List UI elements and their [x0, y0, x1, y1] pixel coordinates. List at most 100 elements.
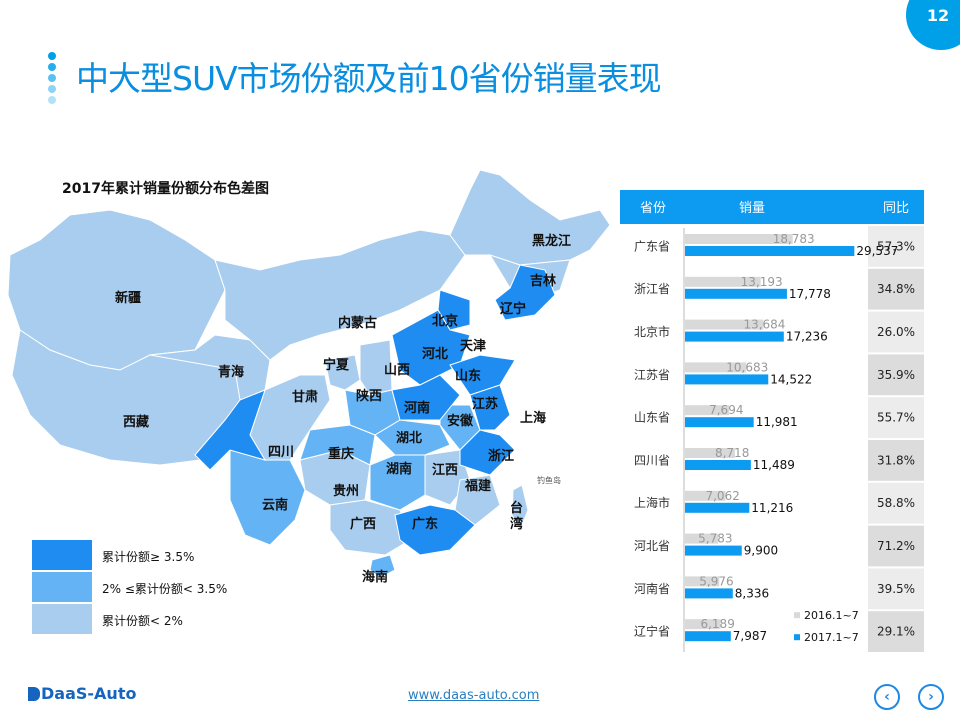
yoy-cell	[868, 226, 924, 267]
province-label: 辽宁	[500, 301, 526, 317]
bar-2017.1~7	[685, 417, 754, 428]
yoy-cell	[868, 397, 924, 438]
bar-2016.1~7	[685, 490, 726, 501]
bar-2016.1~7	[685, 362, 747, 373]
province-label: 云南	[262, 497, 288, 513]
province-label: 福建	[464, 478, 491, 494]
province-label: 四川	[268, 445, 294, 460]
province-label: 浙江	[488, 448, 514, 464]
next-page-button[interactable]: ›	[918, 684, 944, 710]
bar-2016.1~7	[685, 448, 735, 458]
province-label: 广东	[412, 516, 438, 532]
bar-value-label: 6,189	[700, 617, 734, 631]
yoy-value: 29.1%	[877, 625, 915, 639]
province-label: 上海	[520, 410, 546, 426]
title-dots-decoration	[48, 52, 56, 107]
province-label: 湖南	[386, 461, 412, 477]
bar-2016.1~7	[685, 234, 793, 244]
bar-value-label: 13,684	[743, 318, 785, 332]
yoy-cell	[868, 311, 924, 353]
province-label: 河北省	[634, 539, 670, 553]
yoy-value: 35.9%	[877, 368, 915, 382]
legend-label-high: 累计份额≥ 3.5%	[102, 550, 195, 564]
province-label: 河北	[422, 346, 448, 362]
province-label: 内蒙古	[338, 315, 377, 331]
legend-swatch-high	[32, 540, 92, 570]
province-label: 浙江省	[634, 282, 670, 296]
bar-2016.1~7	[685, 576, 720, 587]
province-label: 西藏	[123, 414, 149, 430]
bar-value-label: 17,778	[789, 287, 831, 301]
bar-2016.1~7	[685, 619, 721, 630]
yoy-cell	[868, 568, 924, 610]
province-label: 黑龙江	[532, 233, 571, 249]
bar-value-label: 8,336	[735, 586, 769, 600]
bar-2017.1~7	[685, 246, 855, 256]
bar-2017.1~7	[685, 588, 733, 599]
province-label: 江苏	[472, 396, 498, 412]
province-label: 江西	[432, 462, 458, 478]
province-label-taiwan: 台湾	[510, 500, 523, 532]
chart-legend-swatch	[794, 612, 800, 619]
bar-value-label: 18,783	[773, 232, 815, 246]
bar-value-label: 13,193	[741, 275, 783, 289]
province-label: 江苏省	[634, 368, 670, 382]
province-label: 海南	[362, 569, 388, 585]
yoy-value: 39.5%	[877, 582, 915, 596]
bar-2017.1~7	[685, 460, 751, 470]
column-header: 省份	[640, 201, 666, 216]
map-mid-regions	[229, 389, 481, 546]
bar-2017.1~7	[685, 502, 750, 513]
website-link[interactable]: www.daas-auto.com	[408, 688, 540, 703]
bar-value-label: 11,981	[756, 415, 798, 429]
province-label: 宁夏	[323, 357, 350, 373]
province-label: 山东省	[634, 411, 670, 425]
yoy-cell	[868, 611, 924, 652]
legend-swatch-low	[32, 604, 92, 634]
province-label: 四川省	[634, 453, 670, 467]
map-high-regions	[194, 264, 556, 579]
province-label: 新疆	[115, 290, 141, 306]
province-label: 安徽	[447, 413, 474, 429]
yoy-value: 57.3%	[877, 239, 915, 253]
bar-2016.1~7	[685, 405, 730, 416]
province-label: 山东	[455, 368, 481, 384]
bar-value-label: 7,062	[705, 489, 739, 503]
bar-value-label: 5,783	[698, 532, 732, 546]
bar-value-label: 14,522	[770, 372, 812, 386]
province-label: 青海	[218, 364, 244, 380]
province-label: 天津	[460, 338, 486, 354]
province-label: 北京市	[634, 324, 670, 339]
bar-value-label: 29,537	[856, 244, 898, 258]
province-label: 贵州	[333, 483, 359, 499]
bar-value-label: 17,236	[786, 330, 828, 344]
bar-2017.1~7	[685, 374, 769, 385]
province-label: 陕西	[356, 388, 382, 404]
bar-2017.1~7	[685, 545, 742, 556]
bar-value-label: 10,683	[726, 360, 768, 374]
map-title: 2017年累计销量份额分布色差图	[62, 181, 269, 197]
yoy-value: 26.0%	[877, 325, 915, 339]
chart-legend-swatch	[794, 634, 800, 641]
province-label: 广西	[350, 516, 376, 532]
table-header	[620, 190, 924, 224]
bar-2016.1~7	[685, 276, 761, 287]
bar-value-label: 11,216	[751, 501, 793, 515]
yoy-cell	[868, 440, 924, 481]
yoy-value: 31.8%	[877, 453, 915, 467]
province-label: 辽宁省	[634, 624, 670, 639]
bar-2017.1~7	[685, 331, 784, 342]
bar-value-label: 9,900	[744, 544, 778, 558]
column-header: 销量	[739, 201, 765, 216]
province-label: 上海市	[634, 495, 670, 510]
bar-2017.1~7	[685, 631, 731, 642]
bar-value-label: 5,976	[699, 574, 733, 588]
yoy-value: 58.8%	[877, 496, 915, 510]
bar-value-label: 7,694	[709, 403, 743, 417]
island-label: 钓鱼岛	[537, 475, 561, 485]
prev-page-button[interactable]: ‹	[874, 684, 900, 710]
chart-legend-label: 2017.1~7	[804, 631, 859, 644]
